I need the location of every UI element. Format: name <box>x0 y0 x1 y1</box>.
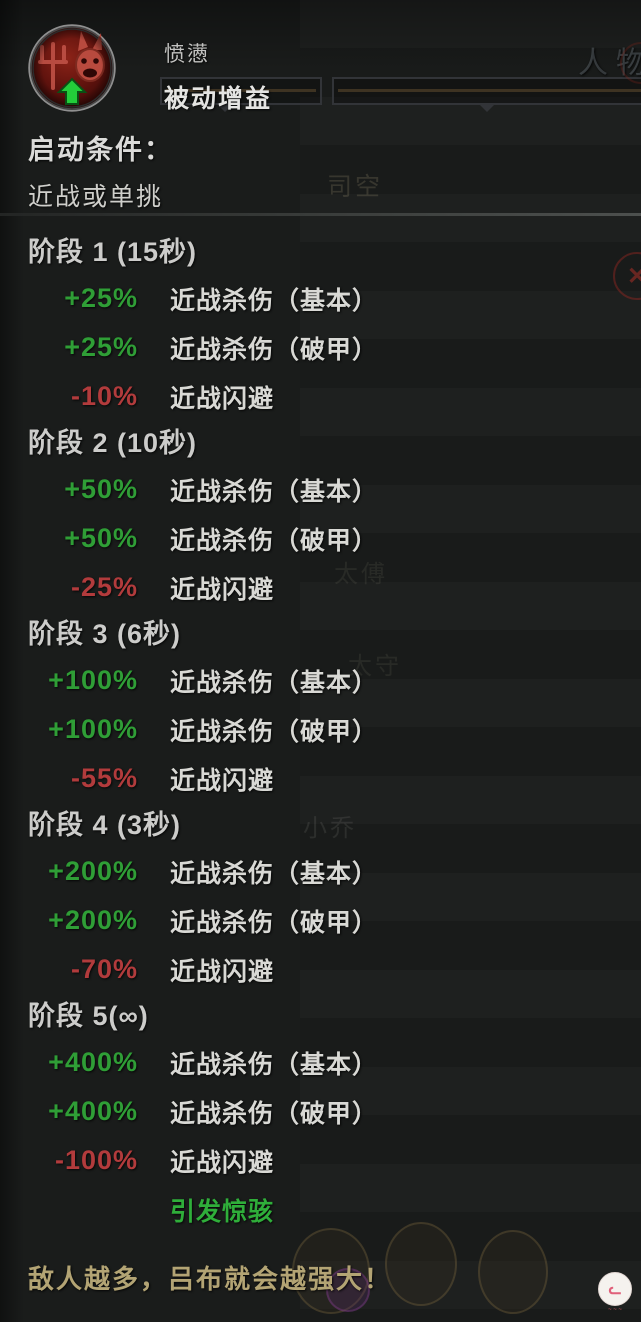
demon-trident-icon <box>28 24 116 112</box>
effect-label: 近战杀伤（破甲） <box>170 335 379 364</box>
effect-label: 近战闪避 <box>170 957 275 986</box>
effect-label: 近战杀伤（基本） <box>170 286 379 315</box>
effect-value: -25% <box>70 572 138 602</box>
effect-row: +100% 近战杀伤（基本） <box>0 656 641 705</box>
effect-value: -100% <box>54 1145 138 1175</box>
stage-block: 阶段 5(∞) +400% 近战杀伤（基本） +400% 近战杀伤（破甲） -1… <box>0 994 641 1234</box>
watermark-logo: ᓚ ~ ~ ~ <box>597 1272 633 1316</box>
effect-value: +200% <box>48 856 138 886</box>
stage-block: 阶段 2 (10秒) +50% 近战杀伤（基本） +50% 近战杀伤（破甲） -… <box>0 421 641 612</box>
stage-block: 阶段 4 (3秒) +200% 近战杀伤（基本） +200% 近战杀伤（破甲） … <box>0 803 641 994</box>
watermark-caption: ~ ~ ~ <box>608 1307 622 1313</box>
effect-row: -10% 近战闪避 <box>0 372 641 421</box>
stage-title: 阶段 5(∞) <box>28 1001 149 1031</box>
effect-row: +25% 近战杀伤（破甲） <box>0 323 641 372</box>
condition-value: 近战或单挑 <box>28 183 164 211</box>
effect-row: -25% 近战闪避 <box>0 563 641 612</box>
effect-label: 近战杀伤（破甲） <box>170 717 379 746</box>
effect-label: 近战杀伤（基本） <box>170 477 379 506</box>
background-tab-notch <box>216 103 234 112</box>
effect-value: -55% <box>70 763 138 793</box>
flavor-text: 敌人越多，吕布就会越强大！ <box>28 1264 393 1294</box>
condition-label: 启动条件： <box>28 135 173 165</box>
effect-value: +100% <box>48 714 138 744</box>
effect-label: 近战杀伤（破甲） <box>170 1099 379 1128</box>
background-ghost-label: 太傅 <box>334 561 388 588</box>
effect-label: 近战杀伤（破甲） <box>170 908 379 937</box>
background-portrait <box>385 1222 457 1306</box>
effect-row: -70% 近战闪避 <box>0 945 641 994</box>
effect-row: -55% 近战闪避 <box>0 754 641 803</box>
fury-ability-icon <box>26 22 118 114</box>
effect-row: +100% 近战杀伤（破甲） <box>0 705 641 754</box>
background-tab-notch <box>478 103 496 112</box>
background-portrait <box>478 1230 548 1314</box>
stage-block: 阶段 1 (15秒) +25% 近战杀伤（基本） +25% 近战杀伤（破甲） -… <box>0 230 641 421</box>
background-ghost-label: 太守 <box>348 653 402 680</box>
stage-title: 阶段 1 (15秒) <box>28 237 198 267</box>
ability-type-label: 被动增益 <box>164 85 273 113</box>
effect-row: +200% 近战杀伤（破甲） <box>0 896 641 945</box>
effect-value: +400% <box>48 1047 138 1077</box>
background-tab-segment <box>160 77 322 105</box>
effect-value: +200% <box>48 905 138 935</box>
effect-row: +25% 近战杀伤（基本） <box>0 274 641 323</box>
effect-row: +50% 近战杀伤（破甲） <box>0 514 641 563</box>
effect-label: 近战闪避 <box>170 1148 275 1177</box>
background-left-shade <box>0 0 24 1322</box>
effect-label: 近战杀伤（基本） <box>170 859 379 888</box>
stage-title: 阶段 3 (6秒) <box>28 619 182 649</box>
effect-value: -10% <box>70 381 138 411</box>
background-panel-stripes <box>300 0 641 1322</box>
stage-title: 阶段 4 (3秒) <box>28 810 182 840</box>
effect-row: +200% 近战杀伤（基本） <box>0 847 641 896</box>
stage-title: 阶段 2 (10秒) <box>28 428 198 458</box>
watermark-cat-icon: ᓚ <box>598 1272 632 1306</box>
effect-row: +50% 近战杀伤（基本） <box>0 465 641 514</box>
effect-value: +50% <box>64 523 138 553</box>
buff-up-arrow-icon <box>56 77 88 105</box>
special-effect-label: 引发惊骇 <box>170 1197 275 1226</box>
effect-row: -100% 近战闪避 <box>0 1136 641 1185</box>
effect-label: 近战杀伤（破甲） <box>170 526 379 555</box>
effect-label: 近战闪避 <box>170 766 275 795</box>
section-divider <box>0 213 641 216</box>
background-badge <box>326 1268 370 1312</box>
stage-list: 阶段 1 (15秒) +25% 近战杀伤（基本） +25% 近战杀伤（破甲） -… <box>0 230 641 1234</box>
effect-row-special: 引发惊骇 <box>0 1185 641 1234</box>
effect-label: 近战闪避 <box>170 575 275 604</box>
background-ghost-label: 司空 <box>327 173 384 201</box>
effect-value: +400% <box>48 1096 138 1126</box>
ability-name: 愤懑 <box>164 43 210 66</box>
effect-value: +50% <box>64 474 138 504</box>
effect-value: -70% <box>70 954 138 984</box>
effect-value: +25% <box>64 283 138 313</box>
effect-row: +400% 近战杀伤（破甲） <box>0 1087 641 1136</box>
effect-label: 近战杀伤（基本） <box>170 1050 379 1079</box>
effect-label: 近战闪避 <box>170 384 275 413</box>
stage-block: 阶段 3 (6秒) +100% 近战杀伤（基本） +100% 近战杀伤（破甲） … <box>0 612 641 803</box>
effect-value: +25% <box>64 332 138 362</box>
effect-label: 近战杀伤（基本） <box>170 668 379 697</box>
background-ghost-label: 小乔 <box>303 815 357 842</box>
effect-row: +400% 近战杀伤（基本） <box>0 1038 641 1087</box>
effect-value: +100% <box>48 665 138 695</box>
